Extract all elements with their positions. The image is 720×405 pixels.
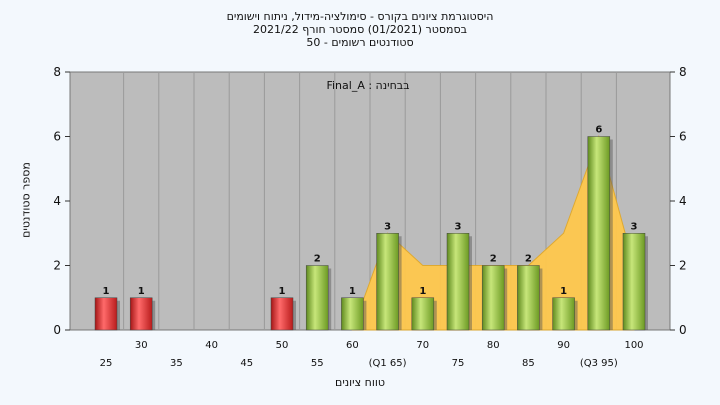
title-line-2: בסמסטר (01/2021) סמסטר חורף 2021/22 (253, 23, 467, 36)
data-label: 1 (279, 286, 286, 297)
x-tick-label: 85 (522, 358, 535, 369)
x-tick-label: 70 (416, 340, 429, 351)
x-tick-label: 50 (276, 340, 289, 351)
bar (446, 233, 470, 331)
y-tick-label: 2 (53, 259, 61, 273)
data-label: 3 (384, 221, 391, 232)
x-tick-label: 60 (346, 340, 359, 351)
bar (622, 233, 646, 331)
x-tick-label: 30 (135, 340, 148, 351)
x-tick-label: 45 (240, 358, 253, 369)
data-label: 1 (349, 286, 356, 297)
plot-annotation: בבחינה : Final_A (326, 79, 409, 92)
bar (129, 297, 153, 331)
title-line-1: היסטוגרמת ציונים בקורס - סימולציה-מידול,… (226, 10, 494, 23)
bar (305, 265, 329, 331)
chart-titles: היסטוגרמת ציונים בקורס - סימולציה-מידול,… (0, 10, 720, 49)
data-label: 1 (138, 286, 145, 297)
bar (376, 233, 399, 331)
y-axis-label: מספר סטודנטים (19, 162, 33, 238)
x-tick-label: (Q3 95) (580, 358, 618, 369)
x-tick-label: 75 (452, 358, 465, 369)
bar (411, 297, 435, 331)
y2-tick-label: 8 (679, 65, 687, 79)
y2-tick-label: 6 (679, 130, 687, 144)
y-tick-label: 4 (53, 194, 61, 208)
y-tick-label: 6 (53, 130, 61, 144)
title-line-3: סטודנטים רשומים - 50 (306, 36, 414, 49)
data-label: 2 (525, 254, 532, 265)
bar (481, 265, 505, 331)
x-tick-label: 100 (624, 340, 643, 351)
bar (341, 297, 364, 331)
data-label: 2 (490, 254, 497, 265)
data-label: 3 (455, 221, 462, 232)
data-label: 6 (595, 125, 602, 136)
data-label: 1 (560, 286, 567, 297)
y2-tick-label: 0 (679, 323, 687, 337)
data-label: 1 (103, 286, 110, 297)
x-tick-label: 25 (100, 358, 113, 369)
data-label: 3 (631, 221, 638, 232)
y-tick-label: 0 (53, 323, 61, 337)
x-tick-label: (Q1 65) (369, 358, 407, 369)
data-label: 1 (419, 286, 426, 297)
y-tick-label: 8 (53, 65, 61, 79)
bar (552, 297, 575, 331)
x-tick-label: 80 (487, 340, 500, 351)
x-axis-label: טווח ציונים (335, 376, 385, 389)
y2-tick-label: 4 (679, 194, 687, 208)
bar (94, 297, 118, 331)
bar (270, 297, 294, 331)
bar (517, 265, 540, 331)
x-tick-label: 55 (311, 358, 324, 369)
data-label: 2 (314, 254, 321, 265)
x-tick-label: 90 (557, 340, 570, 351)
bar (587, 136, 611, 331)
x-tick-label: 35 (170, 358, 183, 369)
x-tick-label: 40 (205, 340, 218, 351)
y2-tick-label: 2 (679, 259, 687, 273)
